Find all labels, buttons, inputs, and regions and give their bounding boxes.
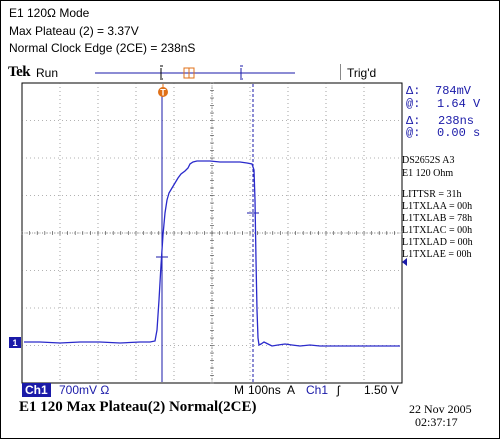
- timebase-value: 100ns: [248, 383, 281, 397]
- mode-label: E1 120 Ohm: [402, 168, 454, 179]
- trigger-level-arrow-icon[interactable]: [402, 258, 407, 266]
- timestamp-time: 02:37:17: [415, 415, 458, 429]
- run-status: Run: [36, 66, 59, 80]
- graticule: [21, 82, 403, 384]
- at-v-value: 1.64 V: [437, 97, 481, 111]
- register-line: L1TXLAA = 00h: [402, 201, 473, 212]
- volts-per-div: 700mV Ω: [59, 383, 110, 397]
- delta-t-label: Δ:: [406, 114, 421, 128]
- tek-logo: Tek: [8, 64, 31, 80]
- ch1-badge[interactable]: Ch1: [22, 383, 51, 397]
- register-line: L1TXLAE = 00h: [402, 249, 472, 260]
- register-line: L1TXLAC = 00h: [402, 225, 473, 236]
- timestamp: 22 Nov 2005 02:37:17: [409, 403, 472, 429]
- max-plateau-text: Max Plateau (2) = 3.37V: [9, 24, 139, 38]
- timestamp-date: 22 Nov 2005: [409, 402, 472, 416]
- main-timebase-label: M: [234, 383, 244, 397]
- delta-v-value: 784mV: [435, 84, 472, 98]
- delta-v-label: Δ:: [406, 84, 421, 98]
- delta-t-value: 238ns: [438, 114, 475, 128]
- at-t-value: 0.00 s: [437, 126, 481, 140]
- trigger-status-box: [340, 64, 403, 80]
- settings-bar: Ch1 700mV Ω M 100ns A Ch1 ʃ 1.50 V: [19, 383, 406, 397]
- trigger-level: 1.50 V: [364, 383, 399, 397]
- device-label: DS2652S A3: [402, 155, 455, 166]
- trigger-position-marker[interactable]: T: [158, 84, 168, 98]
- channel-marker-label: 1: [12, 338, 17, 348]
- mode-title: E1 120Ω Mode: [9, 6, 90, 20]
- record-view-bar: [95, 65, 295, 80]
- register-line: LITTSR = 31h: [402, 189, 462, 200]
- trigger-slope-icon: ʃ: [337, 383, 340, 397]
- ch1-waveform: [24, 160, 400, 347]
- trigger-source: Ch1: [306, 383, 329, 397]
- trigger-marker-label: T: [160, 88, 166, 98]
- register-line: L1TXLAB = 78h: [402, 213, 473, 224]
- at-t-label: @:: [406, 126, 421, 140]
- ch1-ground-marker[interactable]: 1: [9, 337, 21, 348]
- at-v-label: @:: [406, 97, 421, 111]
- trigger-status: Trig'd: [347, 66, 377, 80]
- screenshot-caption: E1 120 Max Plateau(2) Normal(2CE): [19, 399, 257, 415]
- clock-edge-text: Normal Clock Edge (2CE) = 238nS: [9, 41, 196, 55]
- trigger-mode-label: A: [287, 383, 296, 397]
- register-line: L1TXLAD = 00h: [402, 237, 473, 248]
